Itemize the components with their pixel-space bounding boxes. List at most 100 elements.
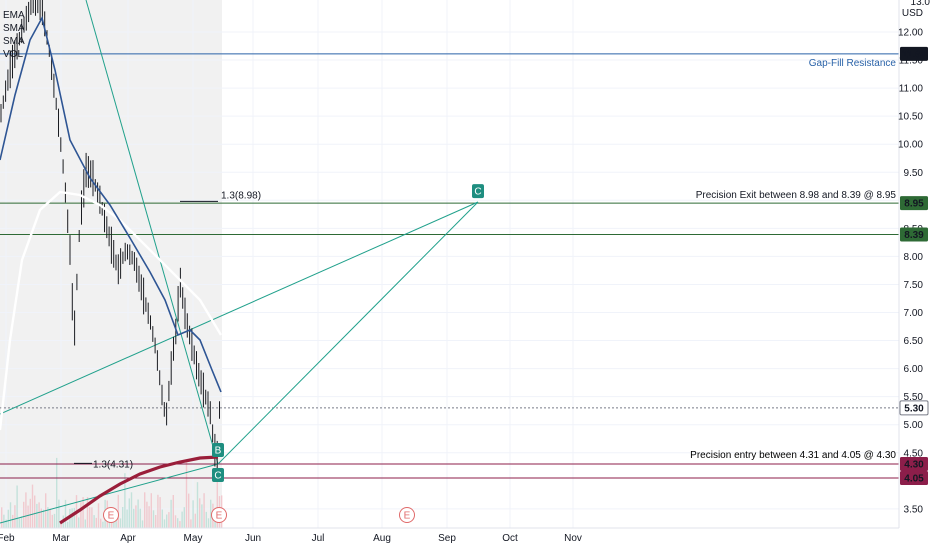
price-labels: 11.61 8.95 8.39 5.30 4.30 4.05: [899, 46, 929, 485]
volume-bar: [192, 500, 194, 528]
sma-maroon-line: [59, 455, 219, 525]
earnings-marker-1-label[interactable]: E: [216, 511, 223, 522]
volume-bar: [179, 521, 181, 528]
volume-bar: [159, 497, 161, 528]
volume-bar: [166, 514, 168, 528]
volume-bar: [188, 493, 190, 528]
y-tick-8: 8.00: [904, 252, 924, 263]
y-tick-13: 5.50: [904, 392, 924, 403]
marker-c-0-badge[interactable]: [472, 184, 484, 199]
grid: [0, 0, 899, 528]
volume-bar: [146, 501, 148, 528]
marker-b-1-badge[interactable]: [212, 442, 224, 457]
time-axis-ticks: Feb Mar Apr May Jun Jul Aug Sep Oct Nov: [0, 533, 582, 544]
price-label-exit: 8.95: [904, 199, 924, 210]
volume-bar: [185, 460, 188, 528]
volume-bar: [157, 494, 159, 528]
volume-bar: [144, 492, 146, 528]
volume-bar: [168, 512, 170, 528]
earnings-marker-2-circle[interactable]: [399, 507, 415, 523]
volume-bar: [9, 502, 12, 528]
x-tick-apr: Apr: [120, 533, 136, 544]
y-tick-14: 5.00: [904, 420, 924, 431]
x-tick-nov: Nov: [564, 533, 582, 544]
y-tick-4: 10.00: [898, 140, 923, 151]
volume-bar: [82, 497, 84, 528]
volume-bar: [102, 521, 104, 528]
earnings-marker-0-label[interactable]: E: [108, 511, 115, 522]
earnings-marker-2-label[interactable]: E: [404, 511, 411, 522]
volume-bar: [95, 517, 97, 528]
volume-bar: [42, 509, 45, 528]
price-label-last: 5.30: [904, 403, 924, 414]
volume-bar: [135, 505, 137, 528]
price-label-exit2-box: [900, 227, 928, 242]
volume-bar: [27, 505, 29, 528]
marker-b-1-label[interactable]: B: [215, 445, 222, 456]
pattern-line-0: [0, 201, 479, 415]
volume-bar: [20, 516, 23, 528]
volume-bar: [155, 515, 157, 528]
marker-c-2-badge[interactable]: [212, 467, 224, 482]
volume-bar: [36, 503, 38, 528]
volume-bar: [25, 492, 27, 528]
x-tick-jul: Jul: [312, 533, 325, 544]
volume-bar: [89, 507, 91, 528]
volume-bar: [130, 492, 133, 528]
volume-bar: [71, 508, 73, 528]
price-label-ent2: 4.05: [904, 473, 924, 484]
legend-sma-2: SMA: [3, 36, 25, 47]
price-label-exit-box: [900, 196, 928, 211]
fib-upper-label: 1.3(8.98): [221, 190, 261, 201]
moving-averages: [0, 15, 223, 525]
volume-bar: [49, 508, 51, 528]
price-label-exit2: 8.39: [904, 230, 924, 241]
volume-bar: [214, 517, 216, 528]
volume-bar: [3, 514, 5, 528]
volume-bar: [194, 513, 196, 528]
volume-bar: [210, 499, 212, 528]
volume-bar: [60, 521, 62, 528]
legend-sma: SMA: [3, 23, 25, 34]
price-label-gap: 11.61: [902, 49, 927, 60]
volume-bar: [139, 508, 141, 528]
gap-fill-label: Gap-Fill Resistance: [809, 58, 897, 69]
pattern-markers[interactable]: C B C: [212, 184, 484, 482]
marker-c-0-label[interactable]: C: [474, 187, 481, 198]
volume-bar: [29, 498, 31, 528]
volume-bar: [58, 499, 60, 528]
volume-bar: [177, 518, 179, 528]
volume-bar: [207, 518, 210, 528]
volume-bar: [199, 498, 201, 528]
volume-bar: [23, 501, 25, 528]
pattern-line-1: [0, 463, 219, 524]
volume-bar: [201, 504, 203, 528]
volume-bars: [1, 457, 223, 528]
price-label-ent2-box: [900, 470, 928, 485]
volume-bar: [86, 497, 89, 528]
pattern-line-3: [85, 0, 219, 465]
time-axis[interactable]: [0, 528, 932, 550]
volume-bar: [97, 503, 100, 528]
volume-bar: [14, 505, 16, 528]
precision-exit-label: Precision Exit between 8.98 and 8.39 @ 8…: [696, 190, 897, 201]
pattern-line-2: [217, 201, 479, 465]
y-tick-9: 7.50: [904, 280, 924, 291]
earnings-marker-0-circle[interactable]: [103, 507, 119, 523]
volume-bar: [203, 493, 205, 528]
earnings-marker-1-circle[interactable]: [211, 507, 227, 523]
y-tick-2: 11.00: [899, 84, 924, 95]
volume-bar: [183, 507, 185, 528]
x-tick-oct: Oct: [502, 533, 518, 544]
annotations: Gap-Fill Resistance Precision Exit betwee…: [74, 58, 897, 470]
sma-white-line: [0, 190, 223, 431]
fib-lower-label: 1.3(4.31): [93, 459, 133, 470]
volume-bar: [47, 507, 49, 528]
volume-bar: [128, 498, 130, 528]
marker-c-2-label[interactable]: C: [214, 470, 221, 481]
volume-bar: [34, 495, 36, 528]
y-tick-1: 11.50: [899, 56, 924, 67]
